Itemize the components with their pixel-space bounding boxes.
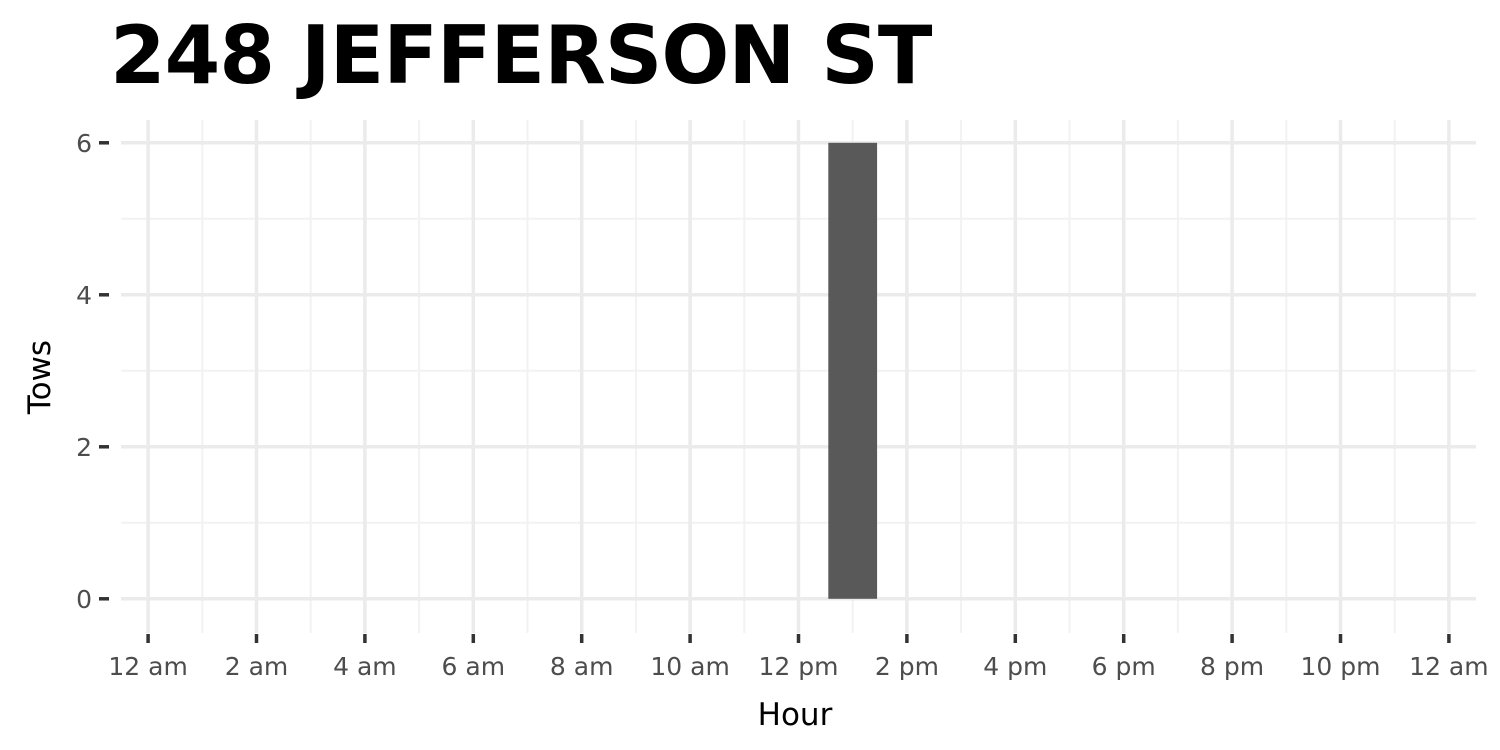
- x-axis-title: Hour: [758, 697, 833, 733]
- axes: 12 am 2 am 4 am 6 am 8 am 10 am 12 pm 2 pm 4 pm 6…: [76, 129, 1489, 681]
- x-tick-label: 12 pm: [759, 652, 839, 681]
- grid: [121, 120, 1476, 633]
- y-tick-label: 0: [76, 585, 92, 614]
- x-tick-label: 6 pm: [1092, 652, 1156, 681]
- y-tick-label: 4: [76, 281, 92, 310]
- bar: [828, 142, 878, 599]
- x-tick-label: 8 pm: [1200, 652, 1264, 681]
- chart-title: 248 JEFFERSON ST: [110, 9, 932, 102]
- bars: [828, 142, 878, 599]
- y-tick-label: 2: [76, 433, 92, 462]
- x-tick-label: 2 pm: [875, 652, 939, 681]
- x-tick-label: 12 am: [108, 652, 187, 681]
- x-tick-label: 2 am: [225, 652, 289, 681]
- x-tick-label: 10 am: [650, 652, 729, 681]
- y-tick-label: 6: [76, 129, 92, 158]
- x-tick-label: 4 pm: [983, 652, 1047, 681]
- x-tick-label: 8 am: [550, 652, 614, 681]
- x-tick-label: 6 am: [442, 652, 506, 681]
- x-tick-label: 10 pm: [1301, 652, 1381, 681]
- x-tick-label: 4 am: [333, 652, 397, 681]
- y-axis-title: Tows: [22, 340, 58, 415]
- x-tick-label: 12 am: [1409, 652, 1488, 681]
